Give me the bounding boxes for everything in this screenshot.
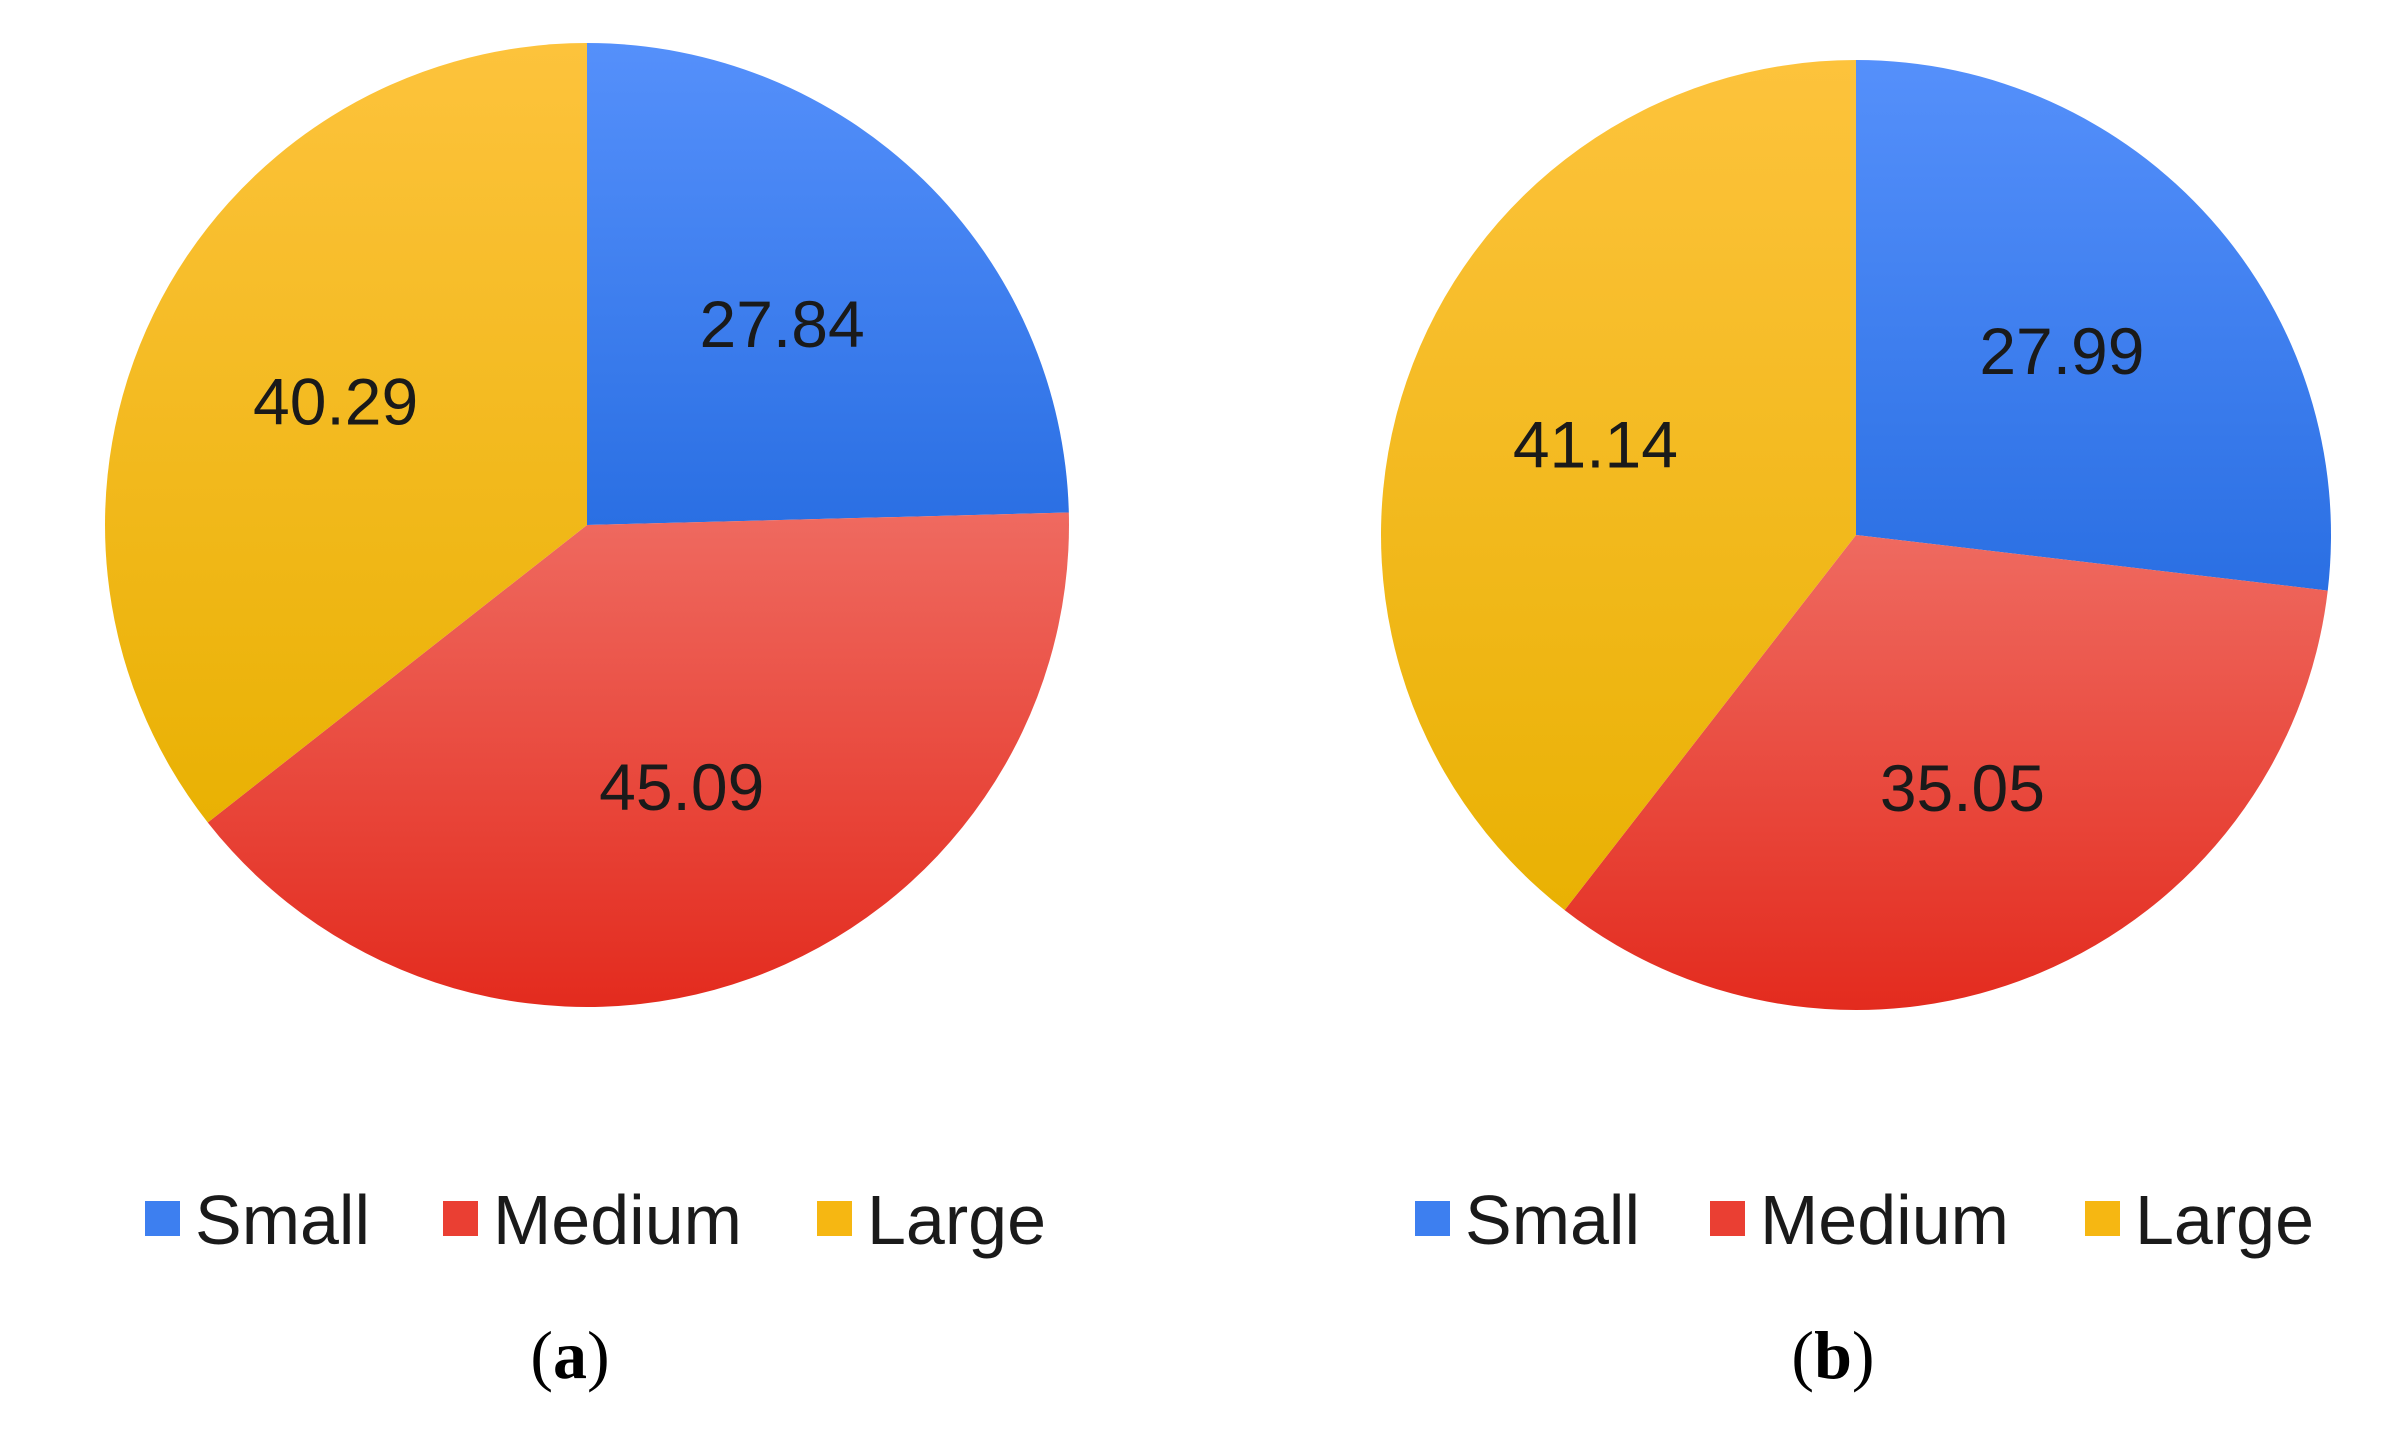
pie-slices-b — [1381, 60, 2332, 1011]
legend-label-medium-a: Medium — [493, 1181, 742, 1259]
data-label-medium-a: 45.09 — [599, 750, 764, 824]
panel-letter-a: a — [553, 1317, 587, 1393]
pie-data-labels-b: 27.99 35.05 41.14 — [1513, 314, 2145, 825]
pie-chart-a: 27.84 45.09 40.29 Small Medium Large (a) — [105, 42, 1070, 1393]
pie-slice-medium-b — [1564, 535, 2328, 1011]
legend-label-small-a: Small — [195, 1181, 370, 1259]
data-label-medium-b: 35.05 — [1880, 751, 2045, 825]
legend-a: Small Medium Large — [145, 1181, 1046, 1259]
pie-data-labels-a: 27.84 45.09 40.29 — [253, 287, 865, 824]
pie-slice-large-a — [105, 42, 587, 823]
legend-label-large-b: Large — [2135, 1181, 2314, 1259]
pie-slice-large-b — [1381, 60, 1856, 911]
data-label-large-b: 41.14 — [1513, 408, 1678, 482]
pie-slice-small-b — [1856, 60, 2332, 591]
legend-swatch-small-b — [1415, 1201, 1450, 1236]
legend-swatch-medium-b — [1710, 1201, 1745, 1236]
legend-label-large-a: Large — [867, 1181, 1046, 1259]
panel-letter-b: b — [1814, 1317, 1852, 1393]
legend-label-medium-b: Medium — [1760, 1181, 2009, 1259]
data-label-large-a: 40.29 — [253, 365, 418, 439]
pie-slice-small-a — [587, 43, 1069, 525]
data-label-small-a: 27.84 — [700, 287, 865, 361]
data-label-small-b: 27.99 — [1979, 314, 2144, 388]
pie-chart-b: 27.99 35.05 41.14 Small Medium Large (b) — [1381, 60, 2332, 1393]
panel-caption-a: (a) — [530, 1317, 609, 1393]
pie-slice-medium-a — [207, 512, 1070, 1007]
legend-swatch-large-a — [817, 1201, 852, 1236]
pie-slices-a — [105, 42, 1070, 1007]
panel-caption-b: (b) — [1791, 1317, 1874, 1393]
legend-swatch-large-b — [2085, 1201, 2120, 1236]
legend-label-small-b: Small — [1465, 1181, 1640, 1259]
legend-swatch-medium-a — [443, 1201, 478, 1236]
legend-swatch-small-a — [145, 1201, 180, 1236]
legend-b: Small Medium Large — [1415, 1181, 2314, 1259]
